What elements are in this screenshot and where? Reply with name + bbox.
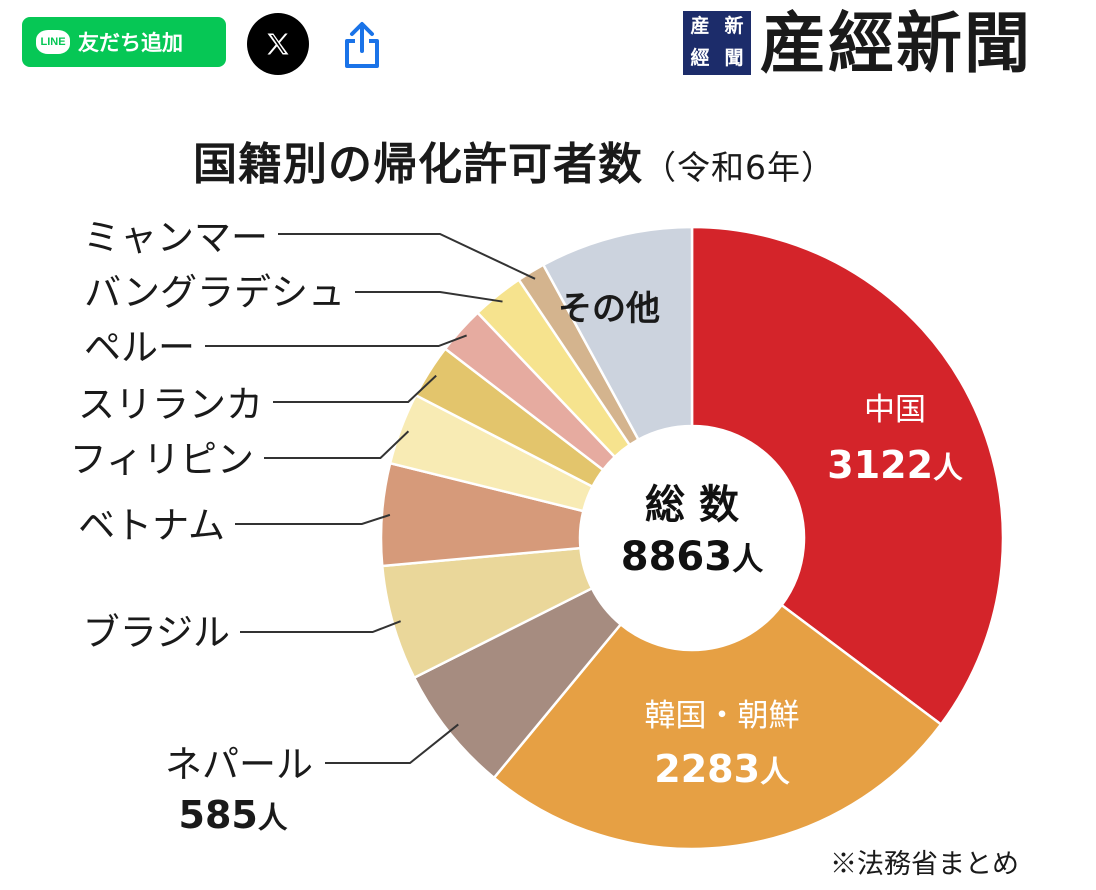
slice-label-name: ベトナム xyxy=(78,504,225,547)
slice-label-name: バングラデシュ xyxy=(84,271,345,314)
slice-label-name: スリランカ xyxy=(78,383,263,426)
seal-char: 新 xyxy=(724,15,744,37)
slice-label-value: 585人 xyxy=(179,793,288,837)
total-label: 総 数 xyxy=(645,482,739,528)
leader-line xyxy=(264,430,410,459)
slice-label-value: 2283人 xyxy=(654,747,790,791)
slice-label-name: 韓国・朝鮮 xyxy=(645,698,800,734)
slice-label-value: 3122人 xyxy=(827,443,963,487)
chart-subtitle: （令和6年） xyxy=(643,148,835,187)
leader-line xyxy=(273,374,437,403)
x-icon xyxy=(267,33,289,55)
leader-line xyxy=(205,334,467,347)
slice-label-name: ペルー xyxy=(84,326,195,369)
line-add-friend-label: 友だち追加 xyxy=(78,31,183,55)
brand-name: 産經新聞 xyxy=(760,4,1032,82)
x-share-button[interactable]: X xyxy=(247,13,309,75)
seal-char: 經 xyxy=(690,47,710,69)
leader-line xyxy=(325,723,459,764)
brand-seal-logo: 産 新 經 聞 xyxy=(683,11,751,75)
slice-label-name: ミャンマー xyxy=(83,216,268,259)
slice-label-name: その他 xyxy=(558,289,660,329)
donut-hole xyxy=(580,426,804,650)
slice-label-name: ネパール xyxy=(165,743,313,786)
share-icon xyxy=(345,22,379,68)
share-button[interactable]: share xyxy=(336,18,388,72)
slice-label-name: ブラジル xyxy=(83,611,230,654)
leader-line xyxy=(355,291,503,303)
total-value: 8863人 xyxy=(621,534,764,580)
chart-title: 国籍別の帰化許可者数（令和6年） xyxy=(193,128,835,192)
slice-label-name: フィリピン xyxy=(70,438,254,481)
seal-char: 聞 xyxy=(724,47,744,69)
leader-line xyxy=(240,620,402,633)
line-icon: LINE xyxy=(36,30,70,54)
leader-line xyxy=(235,513,391,525)
line-add-friend-button[interactable]: LINE 友だち追加 xyxy=(22,17,226,67)
chart-source: ※法務省まとめ xyxy=(830,849,1019,880)
chart-title-main: 国籍別の帰化許可者数 xyxy=(193,139,643,190)
slice-label-name: 中国 xyxy=(864,392,926,428)
leader-line xyxy=(278,233,536,280)
seal-char: 産 xyxy=(690,15,710,37)
